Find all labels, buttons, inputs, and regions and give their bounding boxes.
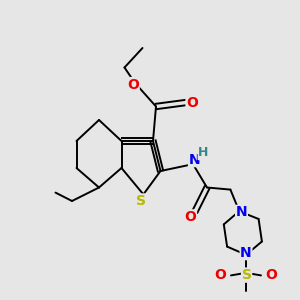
Text: O: O <box>184 210 196 224</box>
Text: O: O <box>186 96 198 110</box>
Text: O: O <box>127 78 139 92</box>
Text: S: S <box>136 194 146 208</box>
Text: O: O <box>266 268 278 282</box>
Text: N: N <box>240 246 252 260</box>
Text: N: N <box>236 206 247 219</box>
Text: O: O <box>214 268 226 282</box>
Text: H: H <box>198 146 208 160</box>
Text: N: N <box>189 153 200 166</box>
Text: S: S <box>242 268 252 282</box>
